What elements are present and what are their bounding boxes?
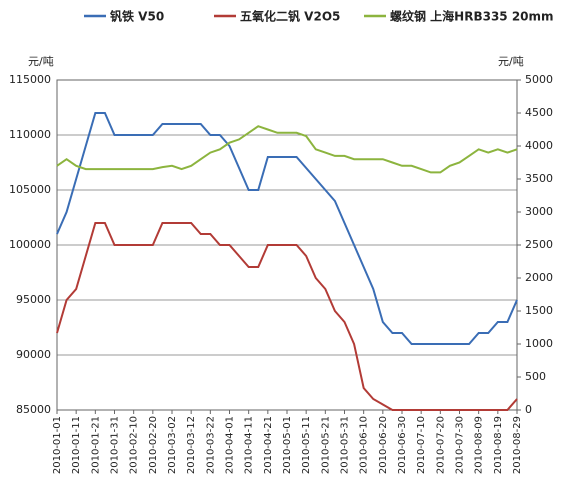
y-tick-label: 90000 xyxy=(16,348,51,361)
x-tick-label: 2010-06-30 xyxy=(397,416,408,474)
legend-label: 五氧化二钒 V2O5 xyxy=(240,9,340,24)
x-tick-label: 2010-02-10 xyxy=(129,416,140,474)
y2-tick-label: 4500 xyxy=(525,106,553,119)
y-tick-label: 115000 xyxy=(9,73,51,86)
legend-label: 螺纹钢 上海HRB335 20mm xyxy=(390,9,554,24)
x-tick-label: 2010-01-31 xyxy=(110,416,121,474)
y2-tick-label: 0 xyxy=(525,403,532,416)
x-tick-label: 2010-03-12 xyxy=(186,416,197,474)
x-tick-label: 2010-08-09 xyxy=(474,416,485,474)
x-tick-label: 2010-04-21 xyxy=(263,416,274,474)
series-line xyxy=(56,222,518,411)
y2-tick-label: 2500 xyxy=(525,238,553,251)
y-tick-label: 110000 xyxy=(9,128,51,141)
x-tick-label: 2010-01-11 xyxy=(71,416,82,474)
y2-tick-label: 1000 xyxy=(525,337,553,350)
y-axis-title: 元/吨 xyxy=(28,55,54,68)
x-tick-label: 2010-07-10 xyxy=(416,416,427,474)
y2-tick-label: 1500 xyxy=(525,304,553,317)
x-tick-label: 2010-06-10 xyxy=(359,416,370,474)
x-tick-label: 2010-05-21 xyxy=(320,416,331,474)
x-tick-label: 2010-05-01 xyxy=(282,416,293,474)
x-tick-label: 2010-07-30 xyxy=(455,416,466,474)
x-tick-label: 2010-06-20 xyxy=(378,416,389,474)
series-line xyxy=(56,125,518,174)
y2-tick-label: 5000 xyxy=(525,73,553,86)
y-tick-label: 105000 xyxy=(9,183,51,196)
x-tick-label: 2010-03-02 xyxy=(167,416,178,474)
y2-tick-label: 3000 xyxy=(525,205,553,218)
x-tick-label: 2010-01-01 xyxy=(52,416,63,474)
x-tick-label: 2010-05-11 xyxy=(301,416,312,474)
x-tick-label: 2010-03-22 xyxy=(205,416,216,474)
x-tick-label: 2010-07-20 xyxy=(435,416,446,474)
x-tick-label: 2010-05-31 xyxy=(340,416,351,474)
series-line xyxy=(56,112,518,345)
x-tick-label: 2010-04-01 xyxy=(225,416,236,474)
x-tick-label: 2010-04-11 xyxy=(244,416,255,474)
x-tick-label: 2010-08-29 xyxy=(512,416,523,474)
y-tick-label: 100000 xyxy=(9,238,51,251)
x-tick-label: 2010-02-20 xyxy=(148,416,159,474)
legend-label: 钒铁 V50 xyxy=(110,9,164,24)
y-tick-label: 95000 xyxy=(16,293,51,306)
y2-axis-title: 元/吨 xyxy=(498,55,524,68)
y2-tick-label: 2000 xyxy=(525,271,553,284)
y-tick-label: 85000 xyxy=(16,403,51,416)
y2-tick-label: 4000 xyxy=(525,139,553,152)
y2-tick-label: 3500 xyxy=(525,172,553,185)
x-tick-label: 2010-08-19 xyxy=(493,416,504,474)
x-tick-label: 2010-01-21 xyxy=(90,416,101,474)
y2-tick-label: 500 xyxy=(525,370,546,383)
